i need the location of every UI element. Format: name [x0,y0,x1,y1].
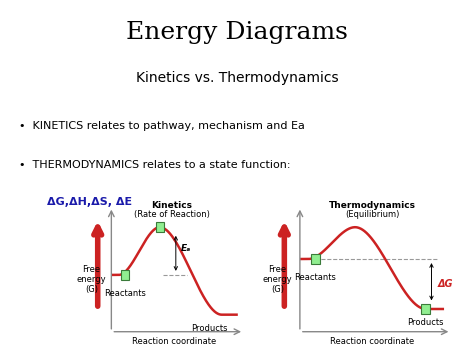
Text: Kinetics vs. Thermodynamics: Kinetics vs. Thermodynamics [136,71,338,85]
Text: Reactants: Reactants [294,273,337,282]
Text: Products: Products [408,318,444,327]
Text: •  THERMODYNAMICS relates to a state function:: • THERMODYNAMICS relates to a state func… [19,160,291,170]
Text: Reactants: Reactants [104,289,146,297]
Text: Kinetics: Kinetics [152,201,192,210]
Text: (Rate of Reaction): (Rate of Reaction) [134,210,210,219]
Text: energy: energy [263,275,292,284]
Text: Thermodynamics: Thermodynamics [328,201,416,210]
Text: Eₐ: Eₐ [181,244,191,253]
Text: (G): (G) [271,285,284,294]
Text: ΔG,ΔH,ΔS, ΔE: ΔG,ΔH,ΔS, ΔE [47,197,133,207]
Text: Energy Diagrams: Energy Diagrams [126,21,348,44]
FancyBboxPatch shape [311,254,320,264]
FancyBboxPatch shape [121,270,129,280]
FancyBboxPatch shape [155,222,164,232]
Text: Free: Free [268,265,286,274]
Text: (Equilibrium): (Equilibrium) [345,210,399,219]
Text: (G): (G) [85,285,98,294]
Text: Products: Products [191,324,228,333]
Text: Reaction coordinate: Reaction coordinate [330,337,414,346]
FancyBboxPatch shape [421,304,430,314]
Text: Free: Free [82,265,100,274]
Text: Reaction coordinate: Reaction coordinate [132,337,217,346]
Text: •  KINETICS relates to pathway, mechanism and Ea: • KINETICS relates to pathway, mechanism… [19,121,305,131]
Text: ΔG: ΔG [437,279,453,289]
Text: energy: energy [77,275,106,284]
